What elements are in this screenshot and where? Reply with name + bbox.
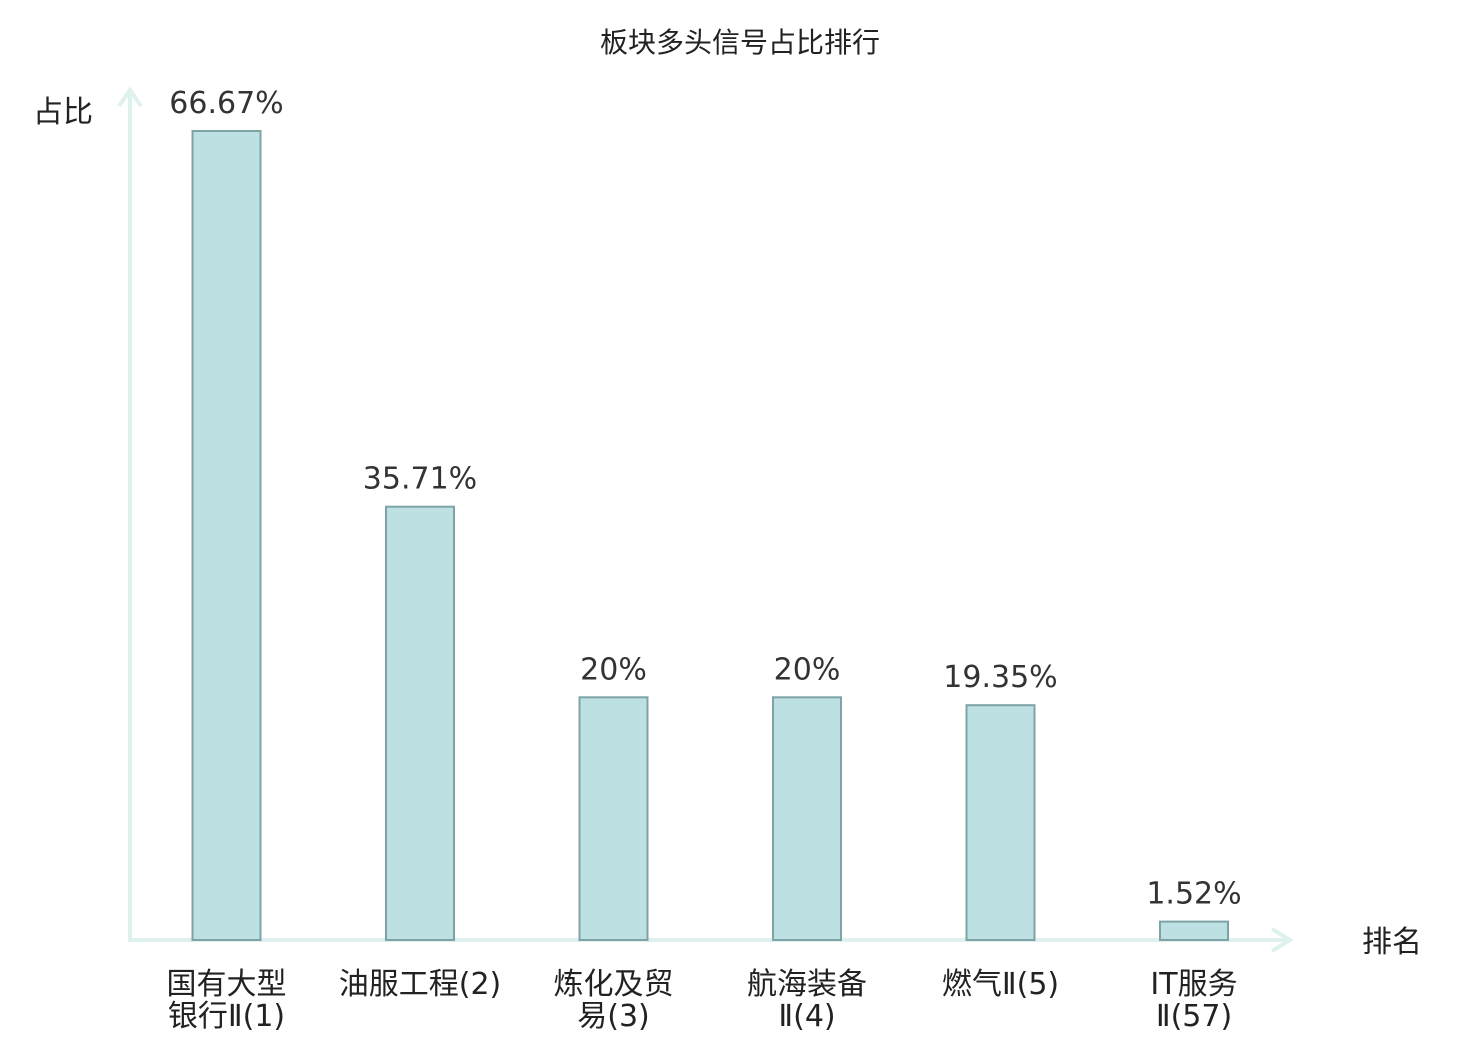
bar-6 xyxy=(1159,920,1229,941)
value-label-6: 1.52% xyxy=(1146,877,1241,912)
category-label-4: 航海装备 Ⅱ(4) xyxy=(747,967,867,1034)
bar-1 xyxy=(191,130,262,941)
value-label-5: 19.35% xyxy=(943,660,1057,695)
category-label-5: 燃气Ⅱ(5) xyxy=(942,967,1059,1002)
category-label-3-line-1: 炼化及贸 xyxy=(554,967,674,1002)
category-label-4-line-1: 航海装备 xyxy=(747,967,867,1002)
y-axis-label: 占比 xyxy=(33,95,93,130)
value-label-1: 66.67% xyxy=(169,86,283,121)
value-label-3: 20% xyxy=(580,652,647,687)
category-label-6-line-2: Ⅱ(57) xyxy=(1156,999,1232,1034)
category-label-2-line-1: 油服工程(2) xyxy=(339,967,502,1002)
x-axis-arrow xyxy=(1270,927,1294,953)
y-axis-arrow xyxy=(117,86,143,108)
chart-title: 板块多头信号占比排行 xyxy=(600,26,880,59)
bars-group: 66.67% 国有大型银行Ⅱ(1) 35.71% 油服工程(2) 20% 炼化及贸易(3)… xyxy=(167,86,1242,1034)
category-label-6: IT服务 Ⅱ(57) xyxy=(1150,967,1237,1034)
bar-5 xyxy=(965,704,1036,942)
category-label-1: 国有大型银行Ⅱ(1) xyxy=(167,967,287,1034)
category-label-2: 油服工程(2) xyxy=(339,967,502,1002)
bar-2 xyxy=(385,505,455,941)
category-label-5-line-1: 燃气Ⅱ(5) xyxy=(942,967,1059,1002)
category-label-3-line-2: 易(3) xyxy=(577,999,650,1034)
category-label-1-line-1: 国有大型 xyxy=(167,967,287,1002)
category-label-1-line-2: 银行Ⅱ(1) xyxy=(168,999,285,1034)
category-label-6-line-1: IT服务 xyxy=(1150,967,1237,1002)
x-axis-label: 排名 xyxy=(1362,925,1422,960)
value-label-4: 20% xyxy=(774,652,841,687)
bar-3 xyxy=(578,696,649,941)
bar-4 xyxy=(772,696,842,941)
value-label-2: 35.71% xyxy=(363,462,477,497)
category-label-4-line-2: Ⅱ(4) xyxy=(778,999,835,1034)
category-label-3: 炼化及贸易(3) xyxy=(554,967,674,1034)
